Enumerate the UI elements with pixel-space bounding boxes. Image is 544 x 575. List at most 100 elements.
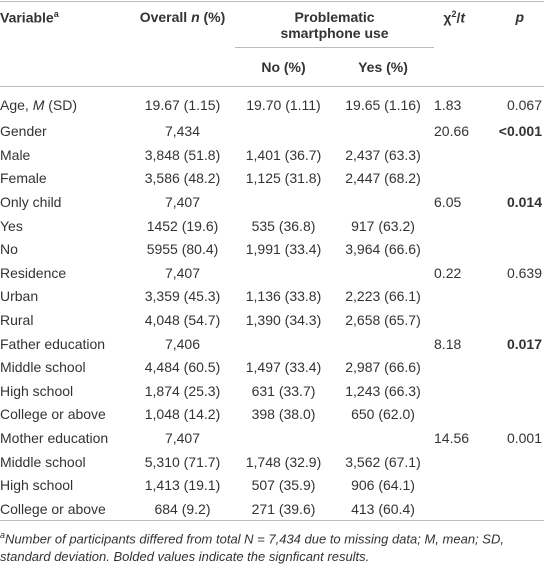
- header-cell: No (%): [261, 59, 306, 75]
- table-cell: 8.18: [434, 335, 462, 352]
- table-cell: High school: [0, 477, 74, 494]
- table-cell: 3,848 (51.8): [144, 146, 221, 163]
- table-cell: [434, 167, 465, 191]
- table-cell: 7,407: [164, 264, 201, 281]
- table-cell: 684 (9.2): [154, 500, 211, 517]
- table-cell: [434, 379, 465, 403]
- table-cell: Middle school: [0, 359, 86, 376]
- table-cell: [434, 237, 465, 261]
- table-cell: College or above: [0, 406, 106, 423]
- table-cell: 1,874 (25.3): [144, 382, 221, 399]
- table-cell: 413 (60.4): [351, 500, 415, 517]
- table-cell: 1,748 (32.9): [245, 453, 322, 470]
- header-text: t: [460, 9, 466, 26]
- table-cell: Gender: [0, 123, 47, 140]
- table-row: Rural 4,048 (54.7) 1,390 (34.3) 2,658 (65.7…: [0, 308, 544, 332]
- table-cell: Only child: [0, 194, 62, 211]
- table-cell: 271 (39.6): [251, 500, 316, 517]
- table-row: Male 3,848 (51.8) 1,401 (36.7) 2,437 (63.3): [0, 143, 544, 167]
- table-body: Age, M (SD) 19.67 (1.15) 19.70 (1.11) 19.65…: [0, 87, 544, 521]
- table-row: College or above 1,048 (14.2) 398 (38.0) 65…: [0, 403, 544, 427]
- table-cell: 650 (62.0): [351, 406, 415, 423]
- table-row: Mother education 7,407 14.56 0.001: [0, 426, 544, 450]
- table-cell: [235, 120, 332, 144]
- table-row: Middle school 5,310 (71.7) 1,748 (32.9) 3,5…: [0, 450, 544, 474]
- table-cell: [332, 332, 434, 356]
- table-row: Residence 7,407 0.22 0.639: [0, 261, 544, 285]
- header-text: Overall: [139, 9, 192, 25]
- table-cell: [434, 450, 465, 474]
- table-cell: Urban: [0, 288, 39, 305]
- header-text: p: [515, 9, 525, 25]
- table-cell: 19.65 (1.16): [345, 97, 421, 114]
- table-cell: [434, 497, 465, 521]
- table-cell: 3,586 (48.2): [144, 170, 221, 187]
- header-text: χ: [443, 9, 452, 26]
- table-row: No 5955 (80.4) 1,991 (33.4) 3,964 (66.6): [0, 237, 544, 261]
- table-cell: 3,359 (45.3): [144, 288, 221, 305]
- header-cell: Problematic smartphone use: [235, 1, 435, 48]
- table-cell: 0.014: [506, 194, 543, 211]
- table-cell: 7,407: [164, 194, 201, 211]
- table-cell: 1452 (19.6): [146, 217, 219, 234]
- table-cell: 0.001: [506, 430, 543, 447]
- table-row: Only child 7,407 6.05 0.014: [0, 190, 544, 214]
- table-cell: 19.70 (1.11): [246, 97, 321, 114]
- table-cell: 6.05: [434, 194, 462, 211]
- table-cell: [465, 379, 544, 403]
- table-cell: Yes: [0, 217, 23, 234]
- table-cell: 0.067: [506, 97, 543, 114]
- table-cell: Male: [0, 146, 31, 163]
- table: Variablea Overall n (%) Problematic smar…: [0, 1, 544, 521]
- table-row: Age, M (SD) 19.67 (1.15) 19.70 (1.11) 19.65…: [0, 87, 544, 120]
- cell-text: Age,: [0, 97, 33, 114]
- table-cell: Age, M (SD): [0, 87, 130, 120]
- table-cell: 7,407: [164, 430, 201, 447]
- table-cell: 2,437 (63.3): [345, 146, 421, 163]
- table-cell: 906 (64.1): [351, 477, 415, 494]
- table-cell: [235, 190, 332, 214]
- table-cell: 1,401 (36.7): [245, 146, 322, 163]
- table-cell: 4,048 (54.7): [144, 312, 221, 329]
- table-row: College or above 684 (9.2) 271 (39.6) 413 (…: [0, 497, 544, 521]
- table-cell: Middle school: [0, 453, 86, 470]
- header-cell: Yes (%): [358, 59, 408, 75]
- table-cell: [434, 473, 465, 497]
- table-cell: [465, 497, 544, 521]
- table-cell: [434, 214, 465, 238]
- table-cell: 1,390 (34.3): [245, 312, 322, 329]
- cell-text: M: [32, 97, 45, 114]
- table-cell: 0.639: [506, 264, 543, 281]
- table-cell: Rural: [0, 312, 34, 329]
- table-row: Father education 7,406 8.18 0.017: [0, 332, 544, 356]
- table-cell: 1.83: [434, 97, 462, 114]
- footnote: aNumber of participants differed from to…: [0, 526, 544, 566]
- table-cell: 1,497 (33.4): [245, 359, 322, 376]
- table-cell: <0.001: [498, 123, 543, 140]
- table-cell: 1,413 (19.1): [144, 477, 221, 494]
- table-cell: [434, 403, 465, 427]
- table-cell: [465, 308, 544, 332]
- table-cell: [332, 261, 434, 285]
- footnote-text: Number of participants differed from tot…: [0, 531, 504, 565]
- header-text: 2: [451, 9, 457, 19]
- table-cell: 5,310 (71.7): [144, 453, 221, 470]
- table-cell: [235, 332, 332, 356]
- table-cell: [434, 285, 465, 309]
- table-cell: Mother education: [0, 430, 109, 447]
- table-cell: [332, 120, 434, 144]
- table-cell: 3,562 (67.1): [345, 453, 421, 470]
- header-cell: Variablea: [0, 2, 130, 87]
- table-cell: Residence: [0, 264, 67, 281]
- table-cell: [465, 403, 544, 427]
- table-cell: [465, 285, 544, 309]
- table-cell: [465, 214, 544, 238]
- table-cell: 1,136 (33.8): [245, 288, 322, 305]
- table-cell: Father education: [0, 335, 106, 352]
- table-cell: 14.56: [434, 430, 470, 447]
- table-cell: [235, 261, 332, 285]
- table-row: Gender 7,434 20.66 <0.001: [0, 120, 544, 144]
- table-cell: 20.66: [434, 123, 470, 140]
- table-cell: 7,434: [164, 123, 201, 140]
